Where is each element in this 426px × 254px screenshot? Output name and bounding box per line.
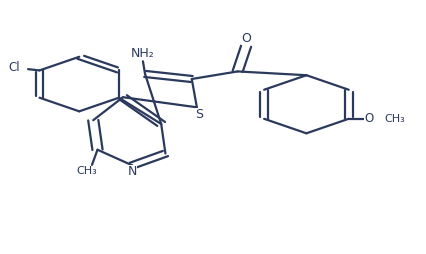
- Text: CH₃: CH₃: [77, 166, 97, 176]
- Text: N: N: [128, 165, 137, 178]
- Text: S: S: [195, 108, 203, 121]
- Text: CH₃: CH₃: [384, 114, 405, 124]
- Text: Cl: Cl: [8, 61, 20, 74]
- Text: O: O: [241, 32, 251, 45]
- Text: O: O: [364, 112, 374, 125]
- Text: NH₂: NH₂: [131, 47, 155, 60]
